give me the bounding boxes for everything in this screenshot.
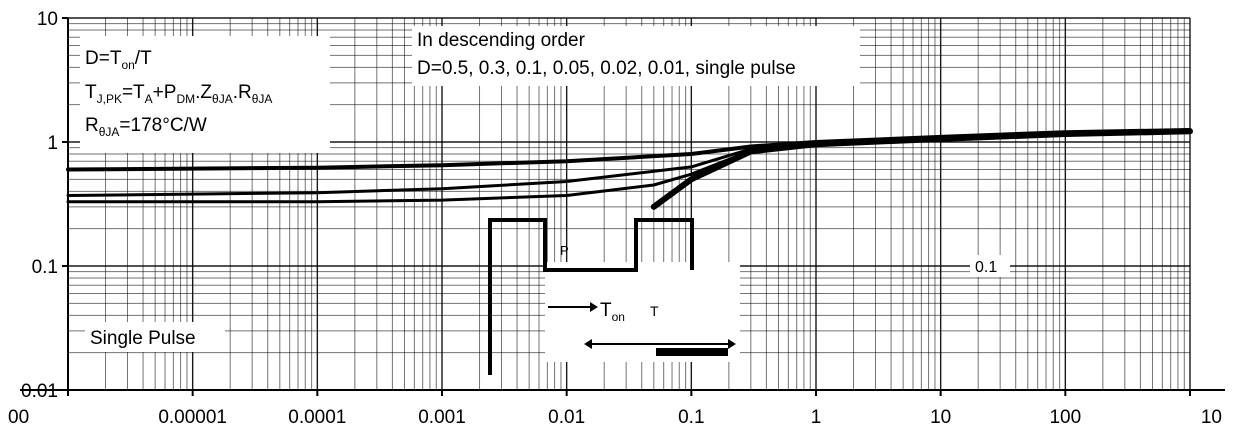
pulse-inset: P Ton T: [488, 218, 740, 375]
formula-box: [80, 36, 330, 153]
x-tick-label: 1: [811, 407, 822, 428]
period-bar: [656, 348, 728, 356]
ton-label: Ton: [600, 300, 625, 324]
y-tick-label: 10: [37, 9, 58, 30]
x-tick-label: 00: [8, 407, 29, 428]
t-label: T: [650, 303, 659, 319]
x-tick-label: 10: [1201, 407, 1222, 428]
y-tick-label: 0.01: [21, 381, 58, 402]
x-tick-label: 0.1: [678, 407, 704, 428]
order-line-1: In descending order: [417, 30, 586, 51]
pulse-waveform: [488, 218, 694, 375]
small-01-label: 0.1: [975, 259, 997, 276]
ton-arrow-head: [590, 302, 598, 312]
series-layer: [66, 128, 1193, 210]
order-line-2: D=0.5, 0.3, 0.1, 0.05, 0.02, 0.01, singl…: [417, 58, 796, 79]
single-pulse-box: [85, 322, 225, 352]
single-pulse-label: Single Pulse: [90, 328, 196, 349]
tick-layer: 10 1 0.1 0.01 00 0.00001 0.0001 0.001 0.01 0.1 1 10…: [8, 9, 1222, 428]
period-arrow-right: [728, 339, 736, 349]
p-label: P: [560, 243, 569, 258]
y-tick-label: 0.1: [32, 257, 58, 278]
series-line-4: [650, 128, 1193, 210]
order-box: [412, 26, 860, 86]
duty-formula: D=Ton/T: [85, 48, 152, 72]
x-tick-label: 0.001: [418, 407, 466, 428]
r-theta-formula: RθJA=178°C/W: [85, 115, 207, 139]
tj-formula: TJ,PK=TA+PDM.ZθJA.RθJA: [85, 82, 272, 106]
x-tick-label: 0.00001: [158, 407, 227, 428]
x-tick-label: 10: [930, 407, 951, 428]
x-tick-label: 100: [1049, 407, 1081, 428]
x-tick-label: 0.01: [548, 407, 585, 428]
period-arrow-left: [584, 339, 592, 349]
x-tick-label: 0.0001: [288, 407, 346, 428]
y-tick-label: 1: [47, 133, 58, 154]
small-label-box: [970, 255, 1010, 277]
